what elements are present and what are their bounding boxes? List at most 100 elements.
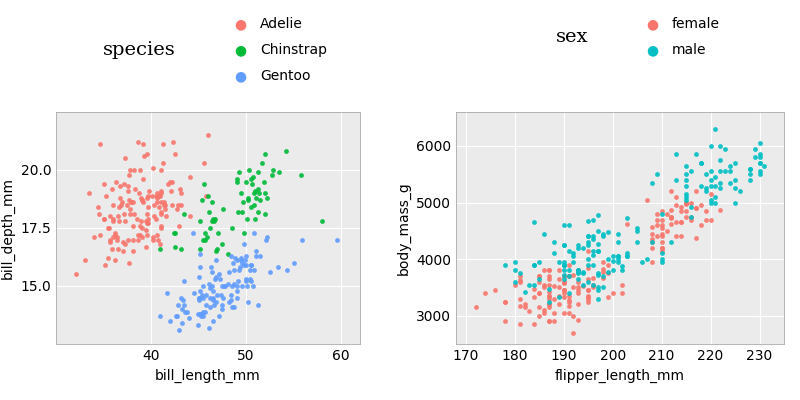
Point (743, 177, 756, 183)
Point (202, 132, 214, 138)
Point (206, 297, 219, 303)
Point (102, 225, 114, 231)
Point (110, 236, 123, 243)
Point (147, 202, 160, 208)
Point (699, 171, 712, 178)
Point (655, 225, 668, 231)
Point (646, 223, 658, 230)
Point (582, 298, 594, 305)
Point (118, 211, 131, 217)
Point (194, 311, 207, 317)
Point (567, 330, 580, 336)
Point (729, 199, 742, 206)
Point (714, 168, 726, 175)
Point (116, 239, 129, 245)
Point (247, 190, 260, 196)
Point (126, 199, 139, 206)
Point (719, 146, 732, 152)
Point (665, 188, 678, 194)
Point (547, 310, 560, 316)
Point (206, 216, 219, 222)
Point (586, 262, 599, 268)
Point (646, 236, 658, 242)
Point (514, 303, 526, 309)
Point (528, 294, 541, 300)
Point (704, 182, 717, 189)
Point (558, 222, 570, 228)
Point (240, 278, 253, 284)
Point (163, 178, 176, 185)
X-axis label: bill_length_mm: bill_length_mm (155, 368, 261, 382)
Point (528, 262, 541, 268)
Point (166, 139, 179, 145)
Point (553, 276, 566, 282)
Point (155, 199, 168, 206)
Point (641, 256, 654, 262)
Point (288, 260, 301, 266)
Point (646, 259, 658, 265)
Point (244, 278, 257, 284)
Point (227, 266, 240, 273)
Point (198, 236, 211, 243)
Point (572, 269, 585, 275)
Point (514, 321, 526, 327)
Point (198, 181, 210, 187)
Point (572, 317, 585, 323)
Point (704, 168, 717, 175)
Point (116, 248, 129, 254)
Point (646, 245, 658, 251)
Point (98, 181, 111, 187)
Point (611, 256, 624, 262)
Point (226, 304, 238, 310)
Point (562, 297, 575, 303)
Point (680, 182, 693, 189)
Point (163, 318, 176, 324)
Point (621, 250, 634, 257)
Point (131, 139, 144, 145)
Point (246, 283, 259, 289)
Point (121, 202, 134, 208)
Point (719, 168, 732, 175)
Point (572, 276, 585, 282)
Point (714, 185, 726, 192)
Point (572, 267, 585, 274)
Point (734, 188, 746, 194)
Point (195, 313, 208, 319)
Point (224, 292, 238, 298)
Point (152, 204, 165, 210)
Point (122, 197, 135, 203)
Point (119, 155, 132, 162)
Point (528, 281, 541, 288)
Point (124, 206, 137, 213)
Point (694, 160, 707, 166)
Point (240, 253, 253, 259)
Point (680, 199, 693, 206)
Point (660, 211, 673, 217)
Point (597, 273, 610, 279)
Point (142, 192, 154, 199)
Point (508, 259, 521, 265)
Point (242, 197, 254, 203)
Point (258, 150, 271, 157)
Point (111, 213, 124, 220)
Point (165, 188, 178, 194)
Point (272, 264, 285, 271)
Point (155, 225, 168, 231)
Point (122, 260, 135, 266)
Point (680, 194, 693, 200)
Point (240, 178, 253, 185)
Point (202, 192, 214, 199)
Point (533, 273, 546, 279)
Point (122, 183, 134, 190)
Text: ●: ● (234, 17, 246, 31)
Point (753, 160, 766, 166)
Point (606, 267, 619, 274)
Point (685, 216, 698, 223)
Point (114, 183, 126, 190)
Point (606, 253, 619, 260)
Point (528, 321, 541, 327)
Point (237, 199, 250, 206)
Point (582, 242, 594, 248)
Point (202, 324, 215, 331)
Point (266, 167, 279, 173)
